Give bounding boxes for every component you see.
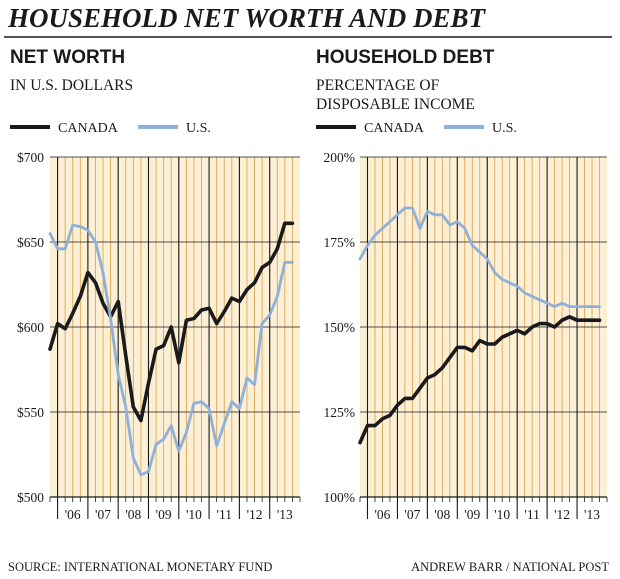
y-tick-label: 200% (324, 150, 356, 165)
series-line-us (358, 206, 601, 309)
source-note: SOURCE: INTERNATIONAL MONETARY FUND (8, 560, 272, 574)
x-tick-label: '10 (186, 507, 202, 522)
chart-net-worth: NET WORTH IN U.S. DOLLARS CANADA U.S. $500 $5… (10, 47, 301, 522)
credit-note: ANDREW BARR / NATIONAL POST (411, 560, 609, 574)
y-tick-label: $550 (17, 405, 44, 420)
legend-label-us: U.S. (492, 121, 517, 136)
y-tick-label: $600 (17, 320, 44, 335)
x-tick-label: '10 (494, 507, 510, 522)
legend-label-us: U.S. (186, 121, 211, 136)
x-tick-label: '06 (374, 507, 390, 522)
y-tick-label: 125% (324, 405, 356, 420)
x-tick-label: '08 (125, 507, 141, 522)
figure-title: HOUSEHOLD NET WORTH AND DEBT (7, 3, 487, 33)
x-tick-label: '09 (156, 507, 172, 522)
x-tick-label: '07 (404, 507, 420, 522)
x-tick-label: '08 (434, 507, 450, 522)
x-tick-label: '11 (217, 507, 232, 522)
x-tick-label: '12 (554, 507, 570, 522)
legend-label-canada: CANADA (58, 121, 119, 136)
y-tick-label: $500 (17, 490, 44, 505)
series-line-canada (48, 221, 295, 423)
y-tick-label: $650 (17, 235, 44, 250)
legend-label-canada: CANADA (364, 121, 425, 136)
x-tick-label: '07 (95, 507, 111, 522)
y-tick-label: 100% (324, 490, 356, 505)
chart-subtitle: IN U.S. DOLLARS (10, 77, 133, 94)
chart-title: HOUSEHOLD DEBT (316, 47, 495, 68)
chart-subtitle: PERCENTAGE OF DISPOSABLE INCOME (316, 77, 475, 113)
series-line-canada (358, 314, 602, 445)
chart-household-debt: HOUSEHOLD DEBT PERCENTAGE OF DISPOSABLE IN… (316, 47, 608, 522)
x-tick-label: '11 (524, 507, 539, 522)
y-tick-label: 150% (324, 320, 356, 335)
x-tick-label: '06 (65, 507, 81, 522)
x-tick-label: '09 (464, 507, 480, 522)
x-tick-label: '13 (277, 507, 293, 522)
x-tick-label: '13 (584, 507, 600, 522)
x-tick-label: '12 (247, 507, 263, 522)
y-tick-label: 175% (324, 235, 356, 250)
series-line-us (48, 223, 294, 477)
y-tick-label: $700 (17, 150, 44, 165)
chart-title: NET WORTH (10, 47, 125, 68)
